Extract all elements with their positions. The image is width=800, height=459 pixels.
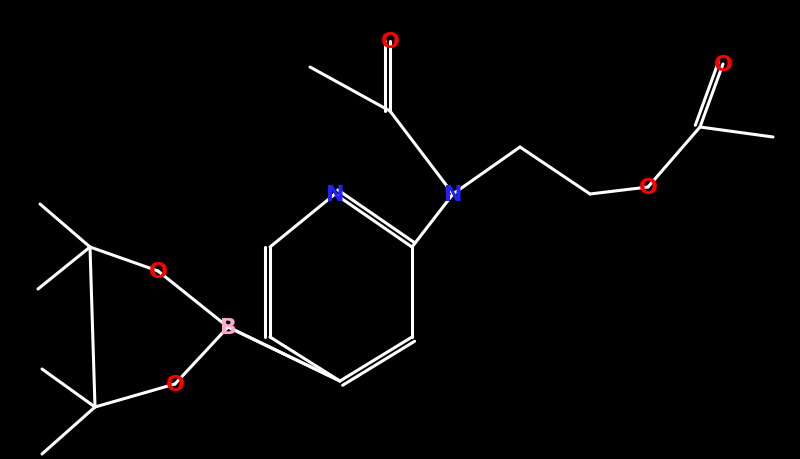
Text: O: O xyxy=(381,32,399,52)
Text: O: O xyxy=(714,55,733,75)
Text: O: O xyxy=(638,178,658,197)
Text: O: O xyxy=(149,262,167,281)
Text: B: B xyxy=(219,317,237,337)
Text: O: O xyxy=(166,374,185,394)
Text: N: N xyxy=(326,185,344,205)
Text: N: N xyxy=(444,185,462,205)
